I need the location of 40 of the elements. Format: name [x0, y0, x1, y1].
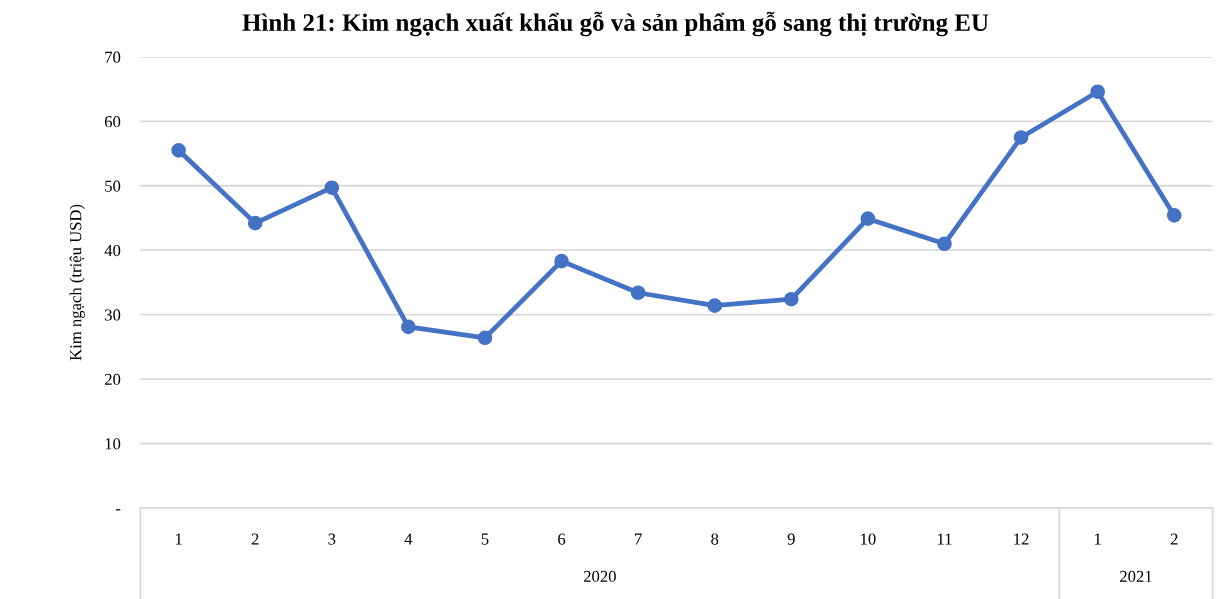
x-tick-label: 2 — [1170, 533, 1178, 545]
point — [937, 236, 952, 252]
y-tick-label: 50 — [105, 180, 121, 192]
x-tick-label: 1 — [175, 533, 182, 545]
text: 2021 — [1120, 570, 1152, 583]
point — [554, 253, 569, 269]
point — [860, 211, 876, 226]
x-tick-label: 7 — [635, 533, 642, 545]
y-tick-label: - — [115, 509, 121, 511]
point — [401, 319, 416, 335]
point — [247, 215, 263, 231]
y-tick-label: 10 — [105, 438, 121, 450]
x-tick-label: 5 — [481, 533, 489, 545]
y-tick-label: 30 — [105, 309, 121, 321]
y-tick-label: 20 — [104, 373, 121, 386]
point — [477, 330, 493, 346]
point — [784, 291, 799, 307]
chart-title: Hình 21: Kim ngạch xuất khẩu gỗ và sản phẩm gỗ sang thị trường EU — [242, 11, 989, 37]
x-tick-label: 9 — [787, 533, 795, 545]
point — [1166, 208, 1182, 223]
x-tick-label: 3 — [328, 533, 336, 545]
x-tick-label: 10 — [861, 533, 876, 545]
point — [630, 285, 646, 301]
point — [1013, 130, 1029, 145]
point — [171, 143, 186, 158]
y-tick-label: 40 — [104, 244, 121, 257]
x-tick-label: 12 — [1014, 533, 1029, 545]
x-tick-label: 4 — [404, 533, 413, 545]
text: 2020 — [583, 570, 616, 583]
y-tick-label: 60 — [104, 116, 121, 128]
x-tick-label: 8 — [711, 533, 719, 545]
point — [707, 298, 723, 313]
point — [1090, 84, 1105, 99]
x-tick-label: 2 — [251, 533, 259, 545]
x-tick-label: 11 — [937, 533, 952, 545]
y-axis-title: Kim ngạch (triệu USD) — [69, 204, 85, 361]
x-tick-label: 1 — [1094, 533, 1101, 545]
x-tick-label: 6 — [558, 533, 566, 545]
point — [324, 180, 340, 196]
y-tick-label: 70 — [105, 51, 121, 63]
